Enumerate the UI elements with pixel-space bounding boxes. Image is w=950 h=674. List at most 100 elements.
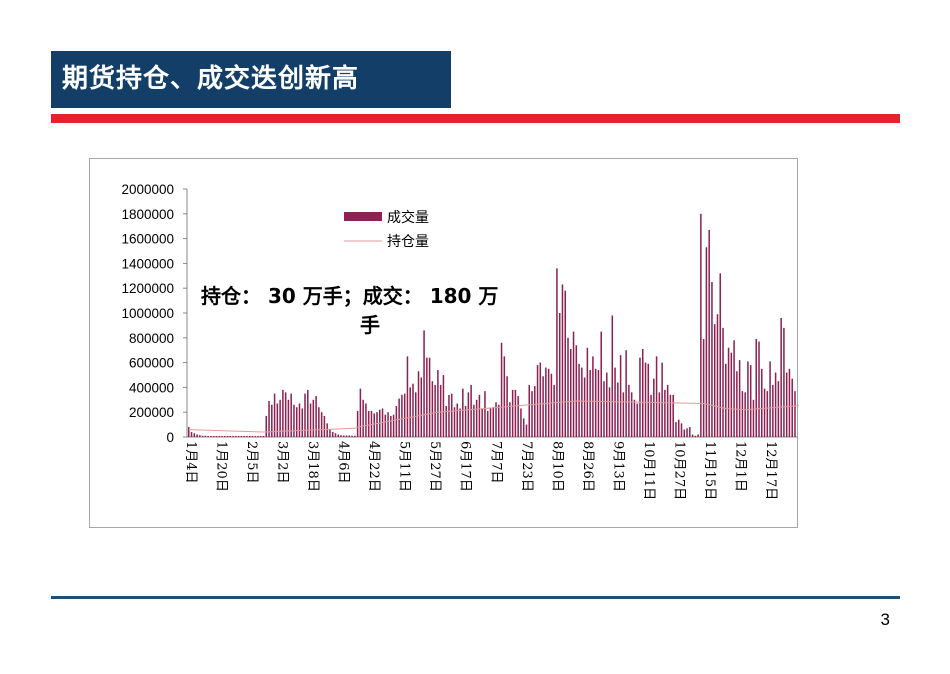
volume-bar: [650, 394, 652, 437]
legend-label-open-interest: 持仓量: [387, 234, 429, 250]
volume-bar: [398, 398, 400, 437]
volume-bar: [392, 414, 395, 437]
volume-bar: [794, 391, 796, 437]
volume-bar: [738, 360, 741, 437]
volume-bar: [470, 384, 472, 437]
volume-bar: [210, 436, 212, 437]
volume-bar: [500, 342, 503, 437]
volume-bar: [334, 433, 337, 437]
x-tick-label: 6月17日: [458, 441, 473, 492]
title-underline-red: [51, 114, 900, 123]
volume-bar: [276, 403, 279, 437]
volume-bar: [207, 436, 209, 437]
open-interest-polyline: [188, 400, 799, 433]
volume-bar: [666, 384, 669, 437]
volume-bar: [614, 367, 616, 437]
volume-bar: [603, 381, 605, 437]
volume-bar: [705, 247, 708, 437]
volume-bar: [412, 383, 414, 437]
volume-bar: [514, 389, 517, 437]
volume-bar: [240, 436, 243, 437]
volume-bar: [583, 377, 586, 437]
volume-bar: [348, 435, 351, 437]
x-tick-label: 3月18日: [305, 441, 320, 492]
chart-svg: 0 200000 400000 600000 800000 1000000 1200000 1…: [121, 182, 799, 500]
volume-bar: [772, 384, 774, 437]
x-tick-label: 7月23日: [519, 441, 534, 492]
volume-bar: [611, 315, 614, 437]
volume-bar: [711, 282, 713, 437]
volume-bar: [700, 213, 702, 437]
volume-bar: [578, 363, 580, 437]
volume-bar: [237, 436, 240, 437]
volume-bar: [259, 436, 262, 437]
volume-bar: [777, 381, 780, 437]
volume-bar: [581, 367, 583, 437]
volume-bar: [653, 378, 655, 437]
volume-bar: [279, 399, 281, 437]
volume-bar: [567, 337, 569, 437]
volume-bar: [387, 412, 389, 437]
volume-bar: [664, 389, 666, 437]
volume-bar: [564, 290, 566, 437]
volume-bar: [356, 410, 359, 437]
volume-bar: [791, 378, 793, 437]
volume-bar: [318, 407, 320, 437]
y-tick-label: 800000: [129, 331, 174, 346]
x-axis: 1月4日 1月20日 2月5日 3月2日 3月18日 4月6日 4月22日 5月11日 5月27…: [183, 436, 798, 500]
volume-bar: [752, 399, 755, 437]
volume-bar: [417, 371, 420, 437]
volume-bar: [661, 362, 663, 437]
volume-bars: [188, 213, 796, 437]
x-tick-label: 5月11日: [397, 441, 412, 492]
volume-bar: [223, 436, 226, 437]
volume-bar: [633, 399, 636, 437]
volume-bar: [606, 372, 608, 437]
volume-bar: [713, 324, 716, 437]
volume-bar: [511, 389, 514, 437]
volume-bar: [403, 393, 406, 437]
volume-bar: [265, 415, 268, 437]
volume-bar: [525, 424, 528, 437]
x-tick-label: 1月4日: [183, 441, 198, 484]
footer-rule: [51, 596, 900, 599]
volume-bar: [761, 368, 763, 437]
volume-bar: [492, 407, 495, 437]
volume-bar: [545, 367, 547, 437]
volume-bar: [437, 370, 439, 437]
volume-bar: [531, 391, 533, 437]
volume-bar: [326, 423, 328, 437]
volume-bar: [522, 418, 525, 437]
volume-bar: [262, 436, 265, 437]
y-tick-label: 600000: [129, 356, 174, 371]
volume-bar: [373, 413, 375, 437]
volume-bar: [323, 415, 326, 437]
volume-bar: [677, 419, 680, 437]
volume-bar: [498, 404, 500, 437]
volume-bar: [749, 365, 752, 437]
volume-bar: [246, 436, 248, 437]
volume-bar: [196, 434, 198, 437]
y-axis: 0 200000 400000 600000 800000 1000000 1200000 1…: [121, 182, 188, 445]
volume-bar: [644, 362, 647, 437]
volume-bar: [788, 368, 791, 437]
volume-bar: [655, 356, 658, 437]
volume-bar: [542, 376, 544, 437]
volume-bar: [395, 406, 398, 437]
x-tick-label: 5月27日: [427, 441, 442, 492]
slide-title: 期货持仓、成交迭创新高: [51, 51, 451, 108]
volume-bar: [658, 392, 661, 437]
volume-bar: [675, 422, 677, 437]
volume-bar: [290, 393, 292, 437]
volume-bar: [669, 394, 672, 437]
y-tick-label: 400000: [129, 380, 174, 395]
volume-bar: [473, 404, 475, 437]
volume-bar: [453, 407, 456, 437]
volume-bar: [273, 393, 276, 437]
volume-bar: [730, 352, 733, 437]
volume-bar: [747, 361, 749, 437]
volume-bar: [628, 384, 630, 437]
volume-bar: [370, 410, 373, 437]
volume-bar: [475, 399, 478, 437]
open-interest-line: [188, 400, 799, 433]
